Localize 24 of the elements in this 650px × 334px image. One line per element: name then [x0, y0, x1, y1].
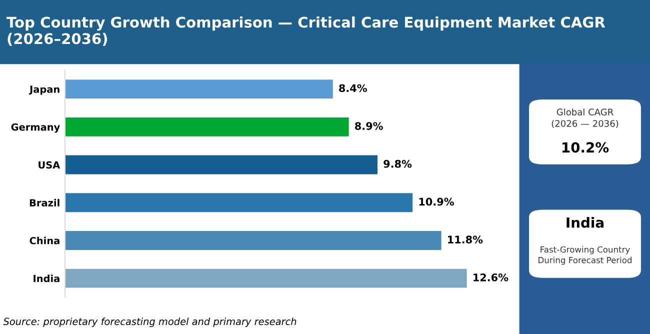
data-label: 9.8%	[384, 160, 412, 168]
bar	[65, 268, 467, 288]
y-tick-label: India	[34, 274, 60, 282]
y-tick-label: USA	[38, 161, 60, 169]
y-tick-label: China	[30, 236, 60, 244]
bar	[65, 155, 378, 174]
chart-title: Top Country Growth Comparison — Critical Care Equipment Market CAGR (2026–2036)	[6, 16, 606, 46]
text: India	[566, 217, 604, 228]
data-label: 12.6%	[474, 273, 508, 282]
y-tick-label: Germany	[11, 123, 60, 133]
text: 10.2%	[562, 142, 609, 153]
y-tick-label: Japan	[28, 86, 60, 95]
bar	[65, 80, 333, 99]
data-label: 11.8%	[448, 236, 483, 244]
source-note: Source: proprietary forecasting model and primary research	[3, 318, 296, 328]
text: Fast-Growing Country During Forecast Period	[538, 246, 632, 265]
data-label: 10.9%	[419, 198, 454, 206]
bar	[65, 231, 442, 250]
bar	[65, 193, 413, 212]
text: Global CAGR (2026 — 2036)	[552, 108, 618, 128]
data-label: 8.9%	[355, 122, 383, 130]
data-label: 8.4%	[339, 84, 367, 92]
bar	[65, 117, 349, 136]
y-tick-label: Brazil	[30, 198, 60, 206]
